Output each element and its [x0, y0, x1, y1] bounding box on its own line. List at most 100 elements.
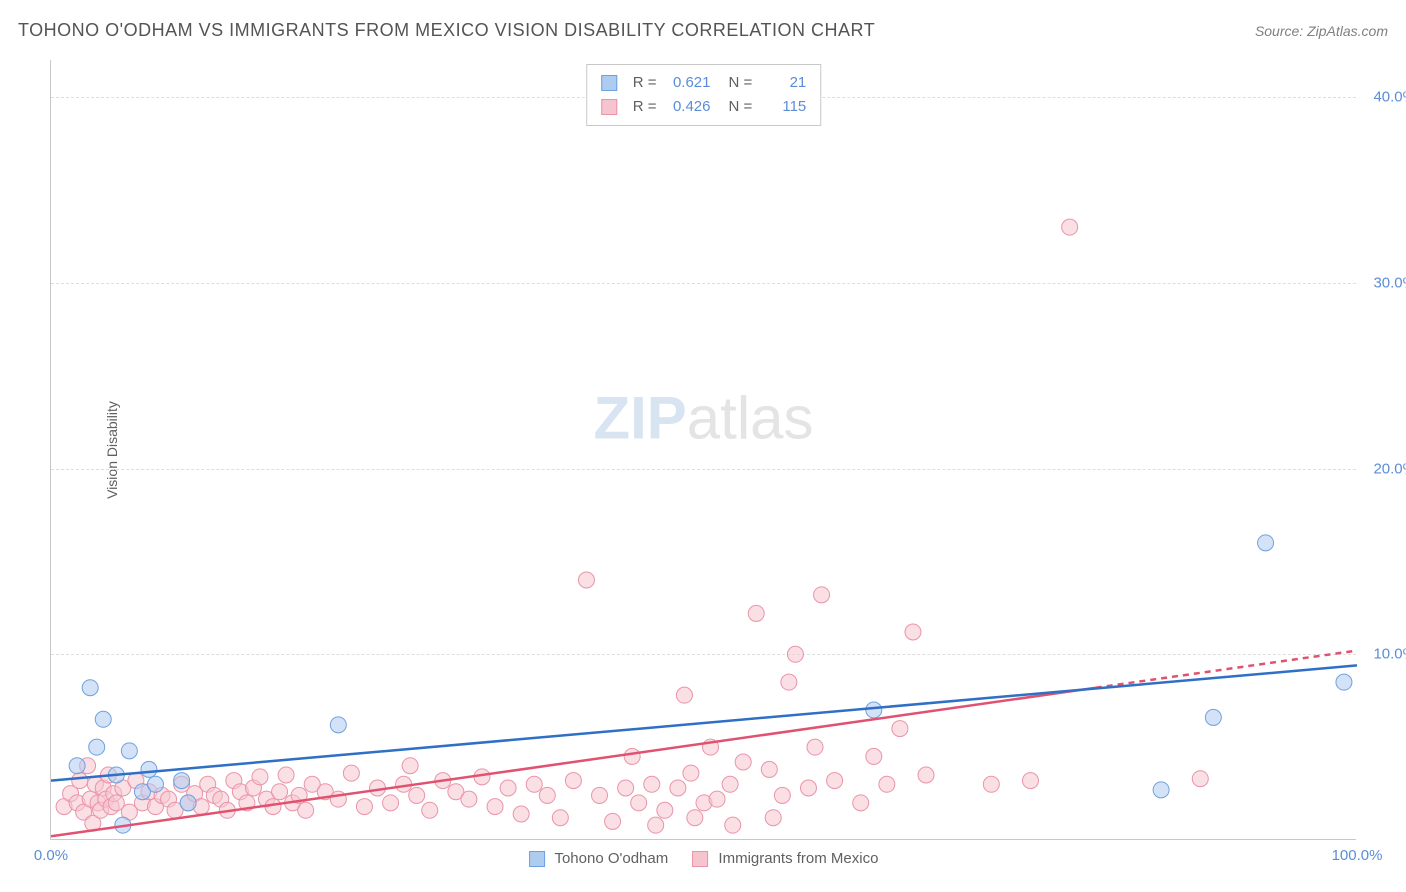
data-point — [1153, 782, 1169, 798]
trendline — [51, 665, 1357, 780]
data-point — [761, 761, 777, 777]
data-point — [526, 776, 542, 792]
data-point — [356, 799, 372, 815]
chart-title: TOHONO O'ODHAM VS IMMIGRANTS FROM MEXICO… — [18, 20, 875, 41]
stat-r-value: 0.426 — [667, 95, 711, 119]
data-point — [827, 773, 843, 789]
data-point — [1258, 535, 1274, 551]
data-point — [578, 572, 594, 588]
source-label: Source: ZipAtlas.com — [1255, 23, 1388, 39]
correlation-stat-box: R = 0.621 N = 21R = 0.426 N = 115 — [586, 64, 822, 126]
data-point — [765, 810, 781, 826]
data-point — [95, 711, 111, 727]
data-point — [121, 743, 137, 759]
legend-label-series1: Tohono O'odham — [554, 850, 668, 867]
data-point — [539, 787, 555, 803]
stat-r-label: R = — [633, 71, 657, 95]
y-tick-label: 10.0% — [1373, 646, 1406, 663]
trendline — [51, 688, 1096, 837]
data-point — [174, 773, 190, 789]
legend-swatch-series2 — [692, 851, 708, 867]
data-point — [343, 765, 359, 781]
y-tick-label: 20.0% — [1373, 460, 1406, 477]
data-point — [1205, 709, 1221, 725]
data-point — [422, 802, 438, 818]
data-point — [879, 776, 895, 792]
data-point — [657, 802, 673, 818]
data-point — [565, 773, 581, 789]
scatter-plot-svg — [51, 60, 1357, 840]
data-point — [69, 758, 85, 774]
data-point — [800, 780, 816, 796]
data-point — [1192, 771, 1208, 787]
data-point — [735, 754, 751, 770]
data-point — [781, 674, 797, 690]
data-point — [983, 776, 999, 792]
bottom-legend: Tohono O'odham Immigrants from Mexico — [529, 850, 879, 867]
data-point — [252, 769, 268, 785]
data-point — [853, 795, 869, 811]
legend-item-series2: Immigrants from Mexico — [692, 850, 878, 867]
data-point — [89, 739, 105, 755]
data-point — [670, 780, 686, 796]
stat-n-label: N = — [729, 71, 753, 95]
data-point — [402, 758, 418, 774]
data-point — [725, 817, 741, 833]
legend-swatch-series1 — [529, 851, 545, 867]
data-point — [592, 787, 608, 803]
data-point — [1336, 674, 1352, 690]
data-point — [709, 791, 725, 807]
data-point — [500, 780, 516, 796]
stat-n-value: 21 — [762, 71, 806, 95]
data-point — [807, 739, 823, 755]
y-tick-label: 40.0% — [1373, 89, 1406, 106]
data-point — [272, 784, 288, 800]
stat-row: R = 0.621 N = 21 — [601, 71, 807, 95]
data-point — [330, 717, 346, 733]
data-point — [298, 802, 314, 818]
data-point — [513, 806, 529, 822]
data-point — [748, 605, 764, 621]
data-point — [383, 795, 399, 811]
chart-plot-area: Vision Disability ZIPatlas 10.0%20.0%30.… — [50, 60, 1356, 840]
stat-n-label: N = — [729, 95, 753, 119]
legend-label-series2: Immigrants from Mexico — [718, 850, 878, 867]
data-point — [722, 776, 738, 792]
stat-n-value: 115 — [762, 95, 806, 119]
data-point — [72, 773, 88, 789]
data-point — [866, 702, 882, 718]
stat-row: R =0.426N =115 — [601, 95, 807, 119]
data-point — [278, 767, 294, 783]
data-point — [676, 687, 692, 703]
data-point — [1023, 773, 1039, 789]
data-point — [1062, 219, 1078, 235]
data-point — [605, 813, 621, 829]
data-point — [618, 780, 634, 796]
data-point — [866, 748, 882, 764]
data-point — [683, 765, 699, 781]
y-tick-label: 30.0% — [1373, 274, 1406, 291]
x-tick-label: 100.0% — [1332, 847, 1383, 864]
data-point — [687, 810, 703, 826]
stat-swatch — [601, 99, 617, 115]
data-point — [787, 646, 803, 662]
data-point — [892, 721, 908, 737]
data-point — [461, 791, 477, 807]
data-point — [624, 748, 640, 764]
data-point — [487, 799, 503, 815]
data-point — [905, 624, 921, 640]
stat-r-value: 0.621 — [667, 71, 711, 95]
data-point — [648, 817, 664, 833]
data-point — [552, 810, 568, 826]
stat-swatch — [601, 75, 617, 91]
data-point — [82, 680, 98, 696]
data-point — [644, 776, 660, 792]
data-point — [147, 776, 163, 792]
data-point — [141, 761, 157, 777]
data-point — [409, 787, 425, 803]
x-tick-label: 0.0% — [34, 847, 68, 864]
data-point — [918, 767, 934, 783]
data-point — [180, 795, 196, 811]
data-point — [631, 795, 647, 811]
legend-item-series1: Tohono O'odham — [529, 850, 669, 867]
